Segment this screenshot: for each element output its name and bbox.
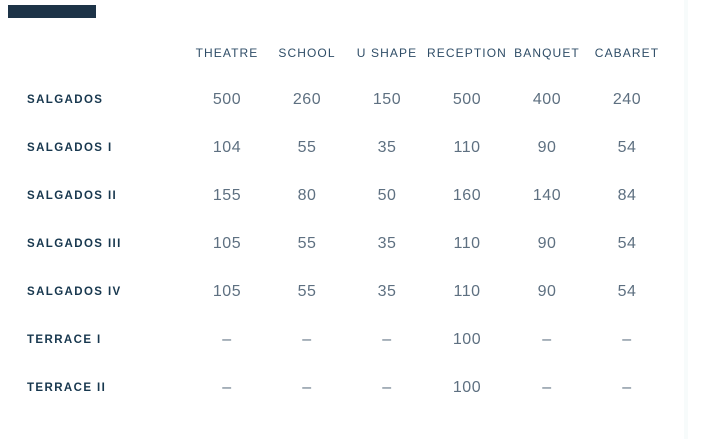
cell-value: 54 — [617, 139, 637, 156]
cell-value: 104 — [212, 139, 242, 156]
cell-value: 100 — [452, 331, 482, 348]
cell-value: 35 — [377, 283, 397, 300]
cell-value: 80 — [297, 187, 317, 204]
cell-value: – — [382, 331, 392, 348]
column-header-banquet: BANQUET — [514, 45, 580, 60]
row-label-salgados: SALGADOS — [27, 94, 104, 106]
top-left-bar-fragment — [8, 5, 96, 18]
cell-value: 150 — [372, 91, 402, 108]
cell-value: – — [222, 331, 232, 348]
cell-value: 500 — [452, 91, 482, 108]
cell-value: 84 — [617, 187, 637, 204]
cell-value: 105 — [212, 235, 242, 252]
cell-value: 90 — [537, 235, 557, 252]
cell-value: – — [542, 379, 552, 396]
row-label-salgados-iv: SALGADOS IV — [27, 286, 122, 298]
cell-value: 35 — [377, 139, 397, 156]
cell-value: 55 — [297, 139, 317, 156]
right-edge-divider — [684, 0, 688, 439]
cell-value: – — [302, 331, 312, 348]
cell-value: – — [382, 379, 392, 396]
row-label-salgados-iii: SALGADOS III — [27, 238, 122, 250]
cell-value: 90 — [537, 283, 557, 300]
cell-value: 55 — [297, 235, 317, 252]
cell-value: 155 — [212, 187, 242, 204]
cell-value: 35 — [377, 235, 397, 252]
cell-value: 100 — [452, 379, 482, 396]
cell-value: 400 — [532, 91, 562, 108]
column-header-school: SCHOOL — [278, 45, 336, 60]
row-label-salgados-i: SALGADOS I — [27, 142, 113, 154]
header-spacer — [27, 29, 187, 76]
row-label-terrace-i: TERRACE I — [27, 334, 102, 346]
cell-value: 110 — [453, 139, 481, 156]
cell-value: 110 — [453, 235, 481, 252]
capacity-table: THEATRE SCHOOL U SHAPE RECEPTION BANQUET… — [27, 29, 667, 412]
cell-value: 54 — [617, 283, 637, 300]
cell-value: 105 — [212, 283, 242, 300]
cell-value: 54 — [617, 235, 637, 252]
cell-value: 55 — [297, 283, 317, 300]
cell-value: – — [622, 331, 632, 348]
column-header-reception: RECEPTION — [427, 45, 507, 60]
cell-value: – — [542, 331, 552, 348]
cell-value: 260 — [292, 91, 322, 108]
column-header-u-shape: U SHAPE — [356, 45, 418, 60]
row-label-terrace-ii: TERRACE II — [27, 382, 107, 394]
column-header-cabaret: CABARET — [594, 45, 660, 60]
cell-value: 240 — [612, 91, 642, 108]
cell-value: 160 — [452, 187, 482, 204]
cell-value: 110 — [453, 283, 481, 300]
cell-value: 500 — [212, 91, 242, 108]
cell-value: 140 — [532, 187, 562, 204]
cell-value: – — [622, 379, 632, 396]
cell-value: – — [302, 379, 312, 396]
cell-value: – — [222, 379, 232, 396]
row-label-salgados-ii: SALGADOS II — [27, 190, 118, 202]
cell-value: 90 — [537, 139, 557, 156]
column-header-theatre: THEATRE — [195, 45, 259, 60]
cell-value: 50 — [377, 187, 397, 204]
